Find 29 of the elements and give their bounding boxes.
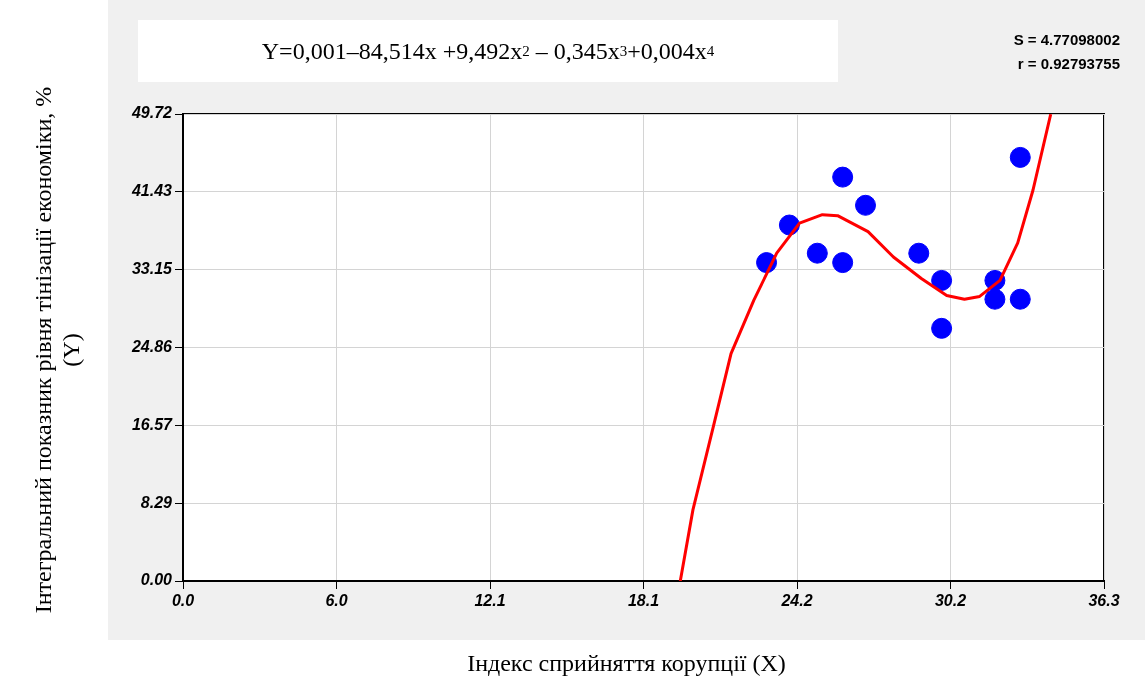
- x-axis-title: Індекс сприйняття корупції (X): [466, 650, 787, 677]
- point: [931, 269, 953, 291]
- point: [1009, 146, 1031, 168]
- x-tick-label: 0.0: [171, 592, 195, 610]
- y-axis-title: Інтегральний показник рівня тінізації економіки, % (Y): [29, 85, 85, 616]
- point: [806, 242, 828, 264]
- text: S = 4.77098002: [1012, 30, 1120, 50]
- point: [832, 166, 854, 188]
- x-tick-label: 12.1: [474, 592, 506, 610]
- point: [855, 194, 876, 216]
- y-tick-label: 41.43: [130, 182, 173, 200]
- point: [832, 252, 854, 274]
- x-tick-label: 18.1: [627, 592, 660, 610]
- x-tick-label: 30.2: [934, 592, 967, 610]
- y-tick-label: 24.86: [130, 337, 173, 355]
- y-tick-label: 0.00: [140, 571, 173, 589]
- point: [931, 317, 953, 339]
- y-tick-label: 8.29: [140, 493, 173, 511]
- y-tick-label: 16.57: [131, 415, 174, 433]
- y-tick-label: 33.15: [131, 260, 174, 278]
- point: [908, 242, 930, 264]
- x-tick-label: 6.0: [325, 592, 348, 610]
- y-tick-label: 49.72: [130, 104, 173, 122]
- point: [984, 288, 1006, 310]
- x-tick-label: 36.3: [1088, 592, 1120, 610]
- point: [1009, 288, 1031, 310]
- text: Y=0,001–84,514x +9,492x$^{2}$ – 0,345x$^{3}$+0,004x$^{4}$: [138, 20, 838, 82]
- text: r = 0.92793755: [1016, 54, 1120, 74]
- x-tick-label: 24.2: [780, 592, 813, 610]
